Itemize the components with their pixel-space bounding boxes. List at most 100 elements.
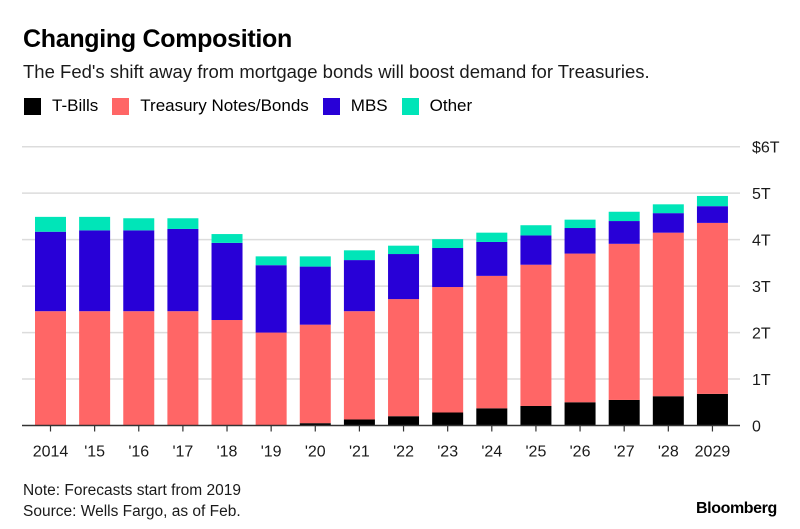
x-tick-label: '17 [172, 444, 193, 461]
x-tick-label: '16 [128, 444, 149, 461]
bar-segment-treasury-notes-bonds [123, 311, 155, 426]
bar-segment-mbs [520, 235, 552, 265]
x-tick-label: 2014 [33, 444, 69, 461]
bar-segment-other [432, 239, 464, 248]
x-tick-label: '26 [570, 444, 591, 461]
bar-segment-t-bills [564, 402, 596, 426]
bar-segment-treasury-notes-bonds [255, 332, 287, 426]
bar-segment-other [476, 232, 508, 242]
bar-segment-other [564, 219, 596, 229]
y-tick-label: 0 [752, 419, 761, 436]
x-tick-label: '27 [614, 444, 635, 461]
bar-segment-t-bills [343, 419, 375, 426]
source-text: Source: Wells Fargo, as of Feb. [23, 503, 241, 520]
bar-segment-t-bills [432, 412, 464, 426]
y-tick-label: 4T [752, 233, 771, 250]
x-tick-label: '28 [658, 444, 679, 461]
bar-segment-other [520, 225, 552, 236]
legend-item-other: Other [401, 96, 473, 116]
bar-segment-t-bills [299, 423, 331, 426]
bar-segment-treasury-notes-bonds [652, 232, 684, 397]
bar-segment-treasury-notes-bonds [167, 311, 199, 426]
bloomberg-logo: Bloomberg [696, 500, 777, 517]
y-tick-label: 3T [752, 279, 771, 296]
bar-segment-treasury-notes-bonds [299, 324, 331, 424]
legend-item-t-bills: T-Bills [24, 96, 98, 116]
legend-item-mbs: MBS [322, 96, 388, 116]
bar-segment-other [211, 234, 243, 243]
footnote: Note: Forecasts start from 2019 Source: … [23, 480, 241, 522]
x-tick-label: '18 [217, 444, 238, 461]
x-tick-label: '25 [526, 444, 547, 461]
bar-segment-treasury-notes-bonds [432, 287, 464, 413]
bar-segment-treasury-notes-bonds [388, 299, 420, 417]
bar-segment-t-bills [652, 396, 684, 426]
legend-swatch [322, 97, 340, 115]
bar-segment-other [255, 256, 287, 266]
y-tick-label: 2T [752, 326, 771, 343]
y-tick-label: 1T [752, 372, 771, 389]
bar-segment-mbs [343, 260, 375, 312]
y-tick-label: 5T [752, 186, 771, 203]
bar-segment-mbs [564, 228, 596, 254]
bar-segment-mbs [696, 206, 728, 223]
note-text: Note: Forecasts start from 2019 [23, 482, 241, 499]
bar-segment-mbs [388, 254, 420, 300]
bar-segment-t-bills [608, 399, 640, 426]
legend-swatch [112, 97, 130, 115]
bar-segment-treasury-notes-bonds [696, 222, 728, 394]
bar-segment-treasury-notes-bonds [608, 243, 640, 400]
bar-segment-mbs [299, 266, 331, 325]
bar-segment-mbs [167, 228, 199, 312]
bar-segment-mbs [123, 230, 155, 312]
legend-label: T-Bills [52, 96, 99, 115]
bar-segment-other [123, 218, 155, 231]
legend-swatch [401, 97, 419, 115]
x-tick-label: 2029 [695, 444, 731, 461]
axes: 0 1T 2T 3T 4T 5T $6T 2014 '15 '16 '17 '18 '19 '20 '21 '… [22, 140, 780, 461]
legend: T-Bills Treasury Notes/Bonds MBS Other [24, 96, 486, 116]
bar-segment-other [652, 204, 684, 214]
bar-segment-mbs [211, 242, 243, 321]
bar-segment-mbs [608, 221, 640, 244]
bar-segment-mbs [652, 213, 684, 233]
bar-segment-t-bills [476, 408, 508, 426]
bar-segment-mbs [79, 230, 111, 312]
bar-segment-other [608, 211, 640, 222]
bar-segment-treasury-notes-bonds [35, 311, 66, 426]
x-tick-label: '19 [261, 444, 282, 461]
bar-segment-treasury-notes-bonds [520, 264, 552, 406]
bar-segment-other [696, 195, 728, 207]
bar-segment-other [167, 218, 199, 229]
chart-title: Changing Composition [23, 25, 292, 53]
x-tick-label: '20 [305, 444, 326, 461]
bar-segment-other [388, 245, 420, 255]
bar-segment-t-bills [388, 416, 420, 426]
legend-label: Treasury Notes/Bonds [140, 96, 309, 115]
bar-segment-other [299, 256, 331, 267]
bar-segment-treasury-notes-bonds [564, 253, 596, 403]
bars [35, 195, 728, 426]
y-tick-label: $6T [752, 140, 780, 157]
bar-segment-treasury-notes-bonds [211, 320, 243, 426]
legend-swatch [24, 97, 41, 115]
bar-segment-treasury-notes-bonds [476, 275, 508, 409]
x-tick-label: '24 [481, 444, 502, 461]
bar-segment-other [343, 250, 375, 261]
chart-subtitle: The Fed's shift away from mortgage bonds… [23, 61, 650, 82]
legend-label: Other [429, 96, 473, 115]
bar-segment-mbs [35, 231, 66, 312]
bar-segment-mbs [255, 265, 287, 333]
x-tick-label: '22 [393, 444, 414, 461]
bar-segment-mbs [432, 247, 464, 288]
bar-segment-t-bills [520, 405, 552, 426]
bar-segment-t-bills [696, 393, 728, 426]
bar-segment-other [79, 216, 111, 231]
x-tick-label: '15 [84, 444, 105, 461]
x-tick-label: '21 [349, 444, 370, 461]
bar-segment-treasury-notes-bonds [343, 311, 375, 420]
bar-segment-mbs [476, 241, 508, 276]
bar-segment-other [35, 216, 66, 232]
bar-segment-treasury-notes-bonds [79, 311, 111, 426]
